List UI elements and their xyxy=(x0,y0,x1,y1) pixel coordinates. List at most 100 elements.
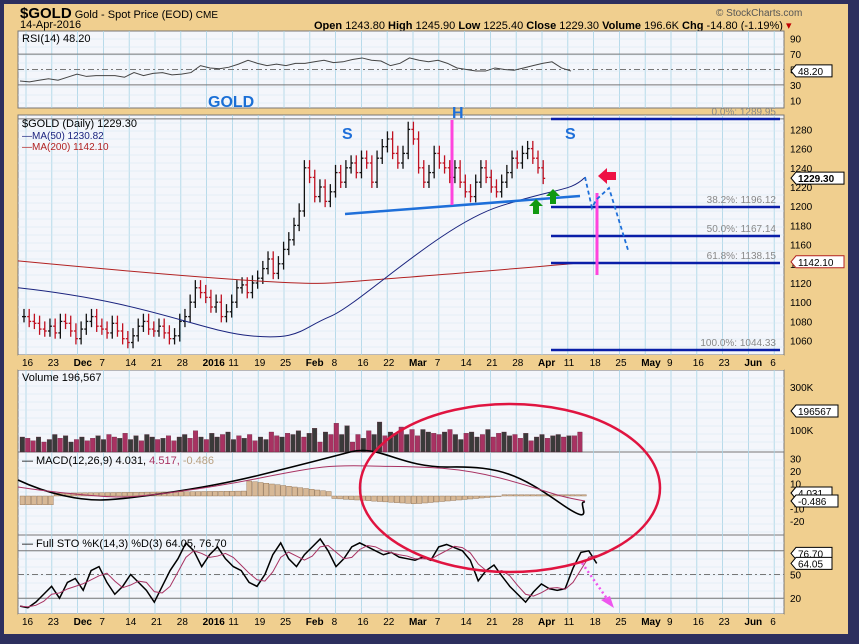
x-axis-label: 23 xyxy=(48,617,60,628)
svg-text:-0.486: -0.486 xyxy=(798,497,827,508)
x-axis-label: May xyxy=(641,358,661,369)
value-tag xyxy=(790,171,845,185)
svg-text:76.70: 76.70 xyxy=(798,549,823,560)
fib-label: 61.8%: 1138.15 xyxy=(707,251,777,262)
macd-legend: — MACD(12,26,9) 4.031, 4.517, -0.486 xyxy=(22,455,214,467)
svg-text:10: 10 xyxy=(790,96,802,107)
x-axis-label: 22 xyxy=(383,358,395,369)
svg-text:1260: 1260 xyxy=(790,145,813,156)
fib-label: 100.0%: 1044.33 xyxy=(700,338,776,349)
x-axis-label: Apr xyxy=(538,617,555,628)
highlight-ellipse xyxy=(358,402,662,574)
svg-text:1200: 1200 xyxy=(790,202,813,213)
red-arrow-icon xyxy=(598,168,616,184)
x-axis-label: 16 xyxy=(357,358,369,369)
svg-text:-10: -10 xyxy=(790,505,805,516)
svg-text:20: 20 xyxy=(790,594,802,605)
svg-text:1220: 1220 xyxy=(790,183,813,194)
x-axis-label: 22 xyxy=(383,617,395,628)
x-axis-label: 2016 xyxy=(203,617,226,628)
neckline xyxy=(344,194,581,216)
x-axis-label: 16 xyxy=(22,617,34,628)
svg-text:30: 30 xyxy=(790,81,802,92)
chart-title: $GOLD Gold - Spot Price (EOD) CME xyxy=(20,5,218,22)
x-axis-label: Jun xyxy=(744,358,762,369)
x-axis-label: Feb xyxy=(306,358,324,369)
ohlc-summary: Open 1243.80 High 1245.90 Low 1225.40 Cl… xyxy=(314,20,792,32)
pattern-label-1: H xyxy=(452,105,464,122)
fib-label: 50.0%: 1167.14 xyxy=(707,224,777,235)
gold-annotation: GOLD xyxy=(208,94,254,111)
x-axis-label: Feb xyxy=(306,617,324,628)
magenta-arrow-icon xyxy=(601,596,614,608)
x-axis-label: 14 xyxy=(125,617,137,628)
svg-text:300K: 300K xyxy=(790,383,814,394)
ma200-legend: —MA(200) 1142.10 xyxy=(22,142,109,153)
svg-text:1280: 1280 xyxy=(790,125,813,136)
x-axis-label: 23 xyxy=(48,358,60,369)
green-arrow-icon xyxy=(529,199,543,214)
x-axis-label: 25 xyxy=(615,617,627,628)
x-axis-label: 6 xyxy=(770,617,776,628)
fib-label: 38.2%: 1196.12 xyxy=(707,195,777,206)
svg-text:196567: 196567 xyxy=(798,407,832,418)
svg-text:70: 70 xyxy=(790,50,802,61)
rsi-line xyxy=(19,57,572,83)
x-axis-label: 14 xyxy=(461,358,473,369)
value-tag xyxy=(790,64,833,78)
svg-text:1142.10: 1142.10 xyxy=(798,258,834,269)
x-axis-label: Jun xyxy=(744,617,762,628)
x-axis-label: 7 xyxy=(99,617,105,628)
price-legend: $GOLD (Daily) 1229.30 xyxy=(22,118,137,130)
value-tag xyxy=(790,404,839,418)
projection-path xyxy=(584,176,629,251)
x-axis-label: Dec xyxy=(74,617,93,628)
svg-text:64.05: 64.05 xyxy=(798,559,823,570)
x-axis-label: 14 xyxy=(461,617,473,628)
svg-text:1229.30: 1229.30 xyxy=(798,174,835,185)
x-axis-label: 6 xyxy=(770,358,776,369)
value-tag xyxy=(790,556,833,570)
x-axis-label: 16 xyxy=(693,358,705,369)
x-axis-label: 21 xyxy=(151,617,163,628)
x-axis-label: 18 xyxy=(590,358,602,369)
x-axis-label: 8 xyxy=(332,358,338,369)
x-axis-label: 2016 xyxy=(203,358,226,369)
signal-line xyxy=(17,465,586,502)
svg-text:-20: -20 xyxy=(790,517,805,528)
ma50-legend: —MA(50) 1230.82 xyxy=(22,131,104,142)
green-arrow-icon xyxy=(546,189,560,204)
svg-text:1060: 1060 xyxy=(790,337,813,348)
x-axis-label: 14 xyxy=(125,358,137,369)
x-axis-label: 21 xyxy=(486,617,498,628)
x-axis-label: 28 xyxy=(177,358,189,369)
x-axis-label: 18 xyxy=(590,617,602,628)
svg-text:50: 50 xyxy=(790,571,802,582)
x-axis-label: Mar xyxy=(409,358,427,369)
fib-label: 0.0%: 1289.95 xyxy=(712,107,777,118)
stoch-k-line xyxy=(19,537,598,609)
x-axis-label: 25 xyxy=(280,358,292,369)
instrument-name: Gold - Spot Price (EOD) xyxy=(74,9,193,21)
pattern-label-2: S xyxy=(565,126,576,143)
svg-text:1100: 1100 xyxy=(790,298,812,309)
sto-legend: — Full STO %K(14,3) %D(3) 64.05, 76.70 xyxy=(22,538,227,550)
x-axis-label: 8 xyxy=(332,617,338,628)
ma200-line xyxy=(17,260,581,284)
chart-date: 14-Apr-2016 xyxy=(20,19,82,31)
volume-legend: Volume 196,567 xyxy=(22,372,102,384)
x-axis-label: Mar xyxy=(409,617,427,628)
x-axis-label: May xyxy=(641,617,661,628)
x-axis-label: 7 xyxy=(99,358,105,369)
x-axis-label: 11 xyxy=(228,358,239,369)
symbol: $GOLD xyxy=(20,5,72,22)
svg-text:10: 10 xyxy=(790,480,802,491)
x-axis-label: 23 xyxy=(719,358,731,369)
x-axis-label: 11 xyxy=(564,617,575,628)
x-axis-label: 7 xyxy=(435,617,441,628)
x-axis-label: 7 xyxy=(435,358,441,369)
x-axis-label: 23 xyxy=(719,617,731,628)
svg-text:1080: 1080 xyxy=(790,317,813,328)
exchange: CME xyxy=(195,10,219,21)
